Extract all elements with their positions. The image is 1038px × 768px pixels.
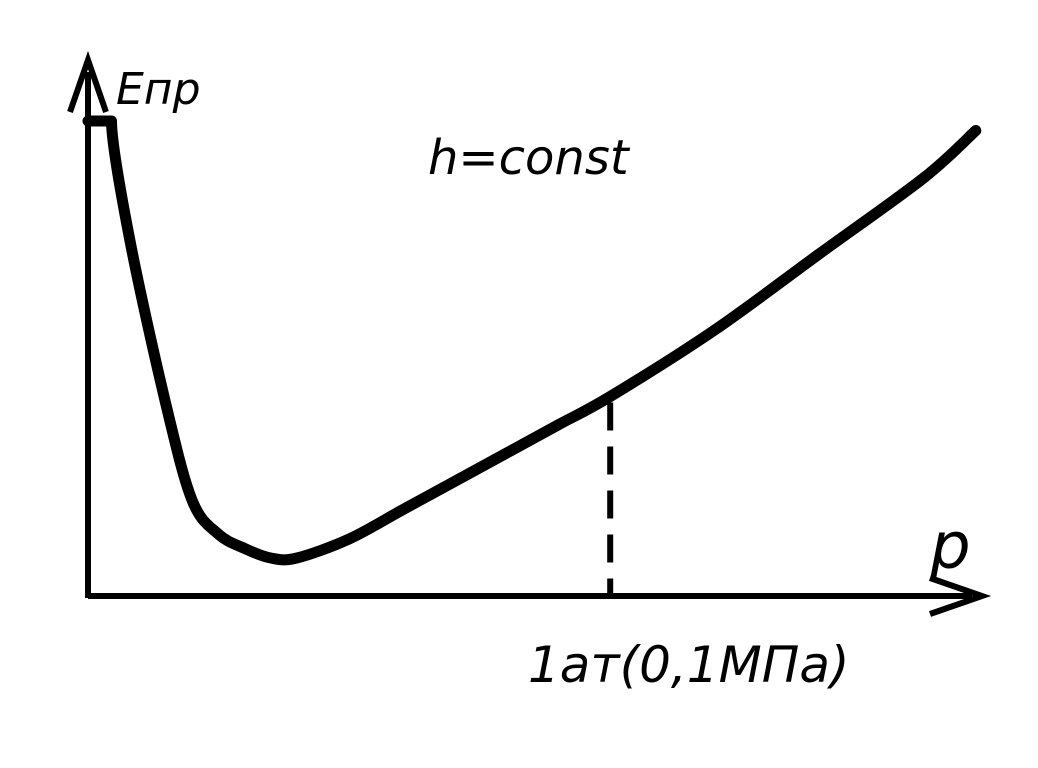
x-axis-label: p <box>929 510 971 584</box>
y-axis-arrow-icon <box>67 50 109 113</box>
x-axis-arrow-icon <box>929 575 992 617</box>
chart-annotation: h=const <box>428 130 631 186</box>
reference-tick-label: 1ат(0,1МПа) <box>528 636 849 694</box>
y-axis-label: Eпр <box>116 64 201 115</box>
series-line <box>82 115 982 566</box>
